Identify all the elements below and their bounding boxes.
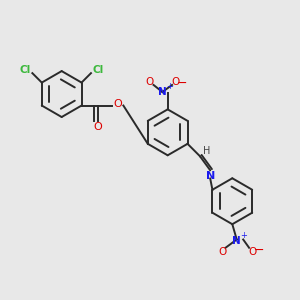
Text: N: N bbox=[206, 171, 215, 181]
Text: −: − bbox=[254, 244, 264, 256]
Text: H: H bbox=[203, 146, 210, 157]
Text: Cl: Cl bbox=[19, 65, 30, 75]
Text: O: O bbox=[248, 247, 257, 257]
Text: +: + bbox=[240, 231, 247, 240]
Text: O: O bbox=[146, 77, 154, 87]
Text: +: + bbox=[166, 82, 173, 91]
Text: O: O bbox=[93, 122, 102, 132]
Text: O: O bbox=[172, 77, 180, 87]
Text: N: N bbox=[158, 87, 167, 97]
Text: Cl: Cl bbox=[92, 65, 103, 75]
Text: O: O bbox=[114, 99, 122, 110]
Text: −: − bbox=[177, 77, 188, 90]
Text: O: O bbox=[218, 247, 226, 257]
Text: N: N bbox=[232, 236, 241, 246]
